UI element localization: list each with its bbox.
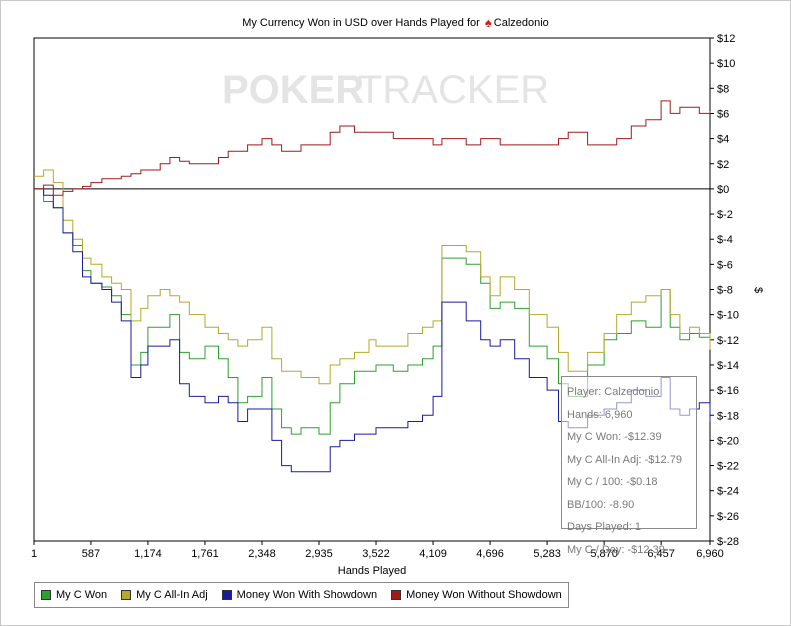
axis-ticks: $12 $10 $8 $6 $4 $2 $0 $-2 $-4 $-6 $-8 $-10 $-12 $-14…	[31, 33, 739, 560]
tooltip-line-perday: My C / Day: -$12.39	[567, 543, 665, 556]
y-tick-label: $2	[717, 159, 729, 171]
legend-swatch	[391, 590, 402, 600]
y-tick-label: $-10	[717, 310, 739, 322]
watermark: POKER TRACKER	[222, 68, 549, 112]
x-tick-label: 1,174	[134, 548, 162, 560]
x-tick-label: 4,696	[476, 548, 504, 560]
y-tick-label: $-16	[717, 385, 739, 397]
x-tick-label: 2,348	[248, 548, 276, 560]
tooltip-line-player: Player: Calzedonio	[567, 386, 660, 398]
spade-icon: ♠	[484, 15, 492, 30]
y-tick-label: $-8	[717, 285, 733, 297]
y-tick-label: $-2	[717, 209, 733, 221]
y-tick-label: $12	[717, 33, 735, 45]
tooltip-line-hands: Hands: 6,960	[567, 408, 633, 421]
y-tick-label: $-26	[717, 511, 739, 523]
x-tick-label: 6,960	[696, 548, 724, 560]
y-tick-label: $4	[717, 134, 729, 146]
series-group	[34, 100, 711, 473]
tooltip-line-days: Days Played: 1	[567, 521, 641, 533]
y-tick-label: $6	[717, 108, 729, 120]
legend-item: My C All-In Adj	[121, 589, 208, 601]
x-axis-label: Hands Played	[338, 565, 407, 577]
x-tick-label: 4,109	[419, 548, 447, 560]
y-tick-label: $-14	[717, 360, 739, 372]
y-tick-label: $-18	[717, 410, 739, 422]
hover-tooltip: Player: Calzedonio Hands: 6,960 My C Won…	[561, 376, 697, 556]
y-tick-label: $-28	[717, 536, 739, 548]
legend-label: Money Won With Showdown	[236, 589, 378, 601]
y-tick-label: $-24	[717, 486, 739, 498]
legend-swatch	[221, 590, 232, 600]
legend-item: Money Won Without Showdown	[391, 589, 562, 601]
series-line-3	[34, 100, 711, 196]
y-tick-label: $-6	[717, 259, 733, 271]
y-tick-label: $-22	[717, 461, 739, 473]
y-tick-label: $-4	[717, 234, 733, 246]
y-tick-label: $-12	[717, 335, 739, 347]
x-tick-label: 5,283	[533, 548, 561, 560]
series-line-1	[34, 169, 711, 385]
legend-swatch	[121, 590, 132, 600]
tooltip-line-allin: My C All-In Adj: -$12.79	[567, 453, 682, 466]
chart-title-text: My Currency Won in USD over Hands Played…	[242, 17, 480, 29]
watermark-part2: TRACKER	[358, 68, 549, 112]
x-tick-label: 2,935	[305, 548, 333, 560]
x-tick-label: 1,761	[191, 548, 219, 560]
x-tick-label: 587	[82, 548, 100, 560]
y-tick-label: $8	[717, 83, 729, 95]
y-axis-label: $	[752, 287, 764, 293]
tooltip-line-per100: My C / 100: -$0.18	[567, 476, 658, 488]
x-tick-label: 5,870	[590, 548, 618, 560]
chart-title-player: Calzedonio	[493, 17, 549, 29]
legend-label: My C Won	[56, 589, 108, 601]
tooltip-line-bb100: BB/100: -8.90	[567, 498, 635, 511]
legend-item: My C Won	[41, 589, 107, 601]
series-line-0	[34, 188, 711, 435]
legend-item: Money Won With Showdown	[221, 589, 378, 601]
watermark-part1: POKER	[222, 68, 364, 112]
x-tick-label: 6,457	[647, 548, 675, 560]
x-tick-label: 1	[31, 548, 37, 560]
chart-title: My Currency Won in USD over Hands Played…	[0, 15, 791, 30]
y-tick-label: $0	[717, 184, 729, 196]
y-tick-label: $-20	[717, 435, 739, 447]
legend-label: My C All-In Adj	[136, 589, 208, 601]
tooltip-line-won: My C Won: -$12.39	[567, 431, 662, 443]
legend-label: Money Won Without Showdown	[406, 589, 562, 601]
chart-legend: My C Won My C All-In Adj Money Won With Sh…	[34, 582, 569, 608]
legend-swatch	[41, 590, 51, 600]
y-tick-label: $10	[717, 58, 735, 70]
x-tick-label: 3,522	[362, 548, 390, 560]
